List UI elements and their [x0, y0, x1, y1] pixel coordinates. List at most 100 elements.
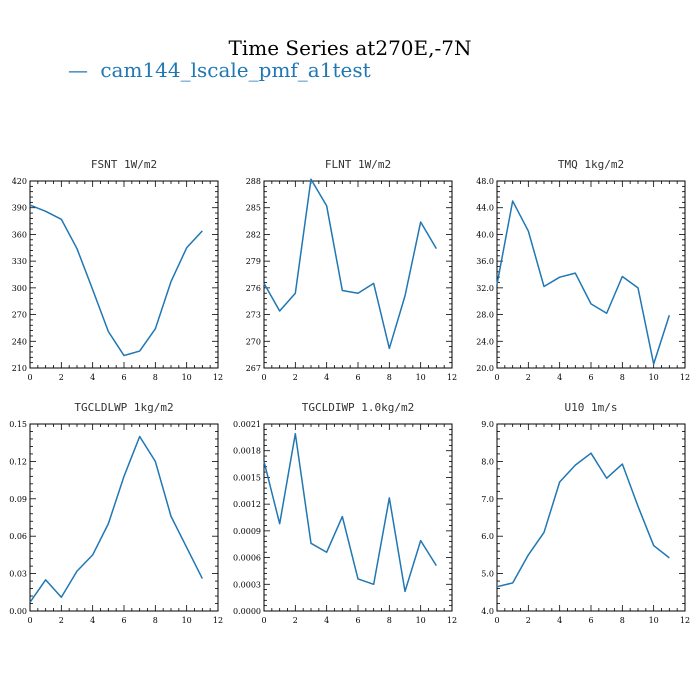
x-tick-label: 0 — [27, 373, 32, 382]
figure-title: Time Series at270E,-7N — [229, 36, 472, 60]
legend-label: cam144_lscale_pmf_a1test — [100, 58, 370, 82]
y-tick-label: 32.0 — [476, 284, 494, 293]
y-tick-label: 5.0 — [481, 570, 494, 579]
y-tick-label: 288 — [246, 177, 261, 186]
x-tick-label: 2 — [526, 373, 531, 382]
legend-entry: — cam144_lscale_pmf_a1test — [68, 58, 371, 82]
chart-panel: U10 1m/s 0 2 4 6 8 10 12 4.0 5.0 6.0 7.0 8.0 9.0 — [481, 401, 690, 625]
y-tick-label: 420 — [12, 177, 27, 186]
y-tick-label: 0.0012 — [233, 500, 261, 509]
x-tick-label: 2 — [59, 616, 64, 625]
y-tick-label: 360 — [12, 230, 27, 239]
y-tick-label: 276 — [246, 284, 261, 293]
panel-title: TGCLDLWP 1kg/m2 — [74, 401, 173, 414]
x-tick-label: 0 — [494, 373, 499, 382]
x-tick-label: 8 — [153, 616, 158, 625]
y-tick-label: 28.0 — [476, 311, 494, 320]
series-line — [496, 452, 670, 588]
y-tick-label: 282 — [246, 230, 261, 239]
x-tick-label: 10 — [182, 373, 192, 382]
y-tick-label: 300 — [12, 284, 27, 293]
series-line — [496, 200, 671, 365]
y-tick-label: 270 — [246, 337, 261, 346]
x-tick-label: 6 — [588, 616, 593, 625]
y-tick-label: 0.09 — [9, 495, 27, 504]
x-tick-label: 4 — [90, 373, 95, 382]
panel-grid: FSNT 1W/m20 2 4 6 8 10 12210240270300330360390… — [9, 158, 690, 625]
y-tick-label: 0.12 — [9, 457, 27, 466]
x-tick-label: 10 — [649, 373, 659, 382]
y-tick-label: 267 — [246, 364, 261, 373]
x-tick-label: 2 — [526, 616, 531, 625]
series-line — [29, 204, 203, 357]
y-tick-label: 240 — [12, 337, 27, 346]
y-tick-label: 0.0009 — [233, 527, 261, 536]
x-tick-label: 10 — [416, 616, 426, 625]
x-tick-label: 12 — [447, 373, 457, 382]
x-tick-label: 2 — [293, 616, 298, 625]
x-tick-label: 0 — [261, 616, 266, 625]
chart-panel: TGCLDIWP 1.0kg/m2 0 2 4 6 8 10 12 0.0000 0.0003 0.… — [233, 401, 457, 625]
y-tick-label: 36.0 — [476, 257, 494, 266]
x-tick-label: 12 — [213, 616, 223, 625]
x-tick-label: 6 — [588, 373, 593, 382]
x-tick-label: 12 — [680, 616, 690, 625]
y-tick-label: 0.0018 — [233, 447, 261, 456]
y-tick-label: 0.0006 — [233, 554, 261, 563]
x-tick-label: 8 — [387, 373, 392, 382]
x-tick-label: 4 — [324, 373, 329, 382]
x-tick-label: 12 — [213, 373, 223, 382]
y-tick-label: 390 — [12, 204, 27, 213]
y-tick-label: 4.0 — [481, 607, 494, 616]
x-tick-label: 2 — [59, 373, 64, 382]
y-tick-label: 7.0 — [481, 495, 494, 504]
y-tick-label: 48.0 — [476, 177, 494, 186]
series-line — [29, 435, 204, 603]
x-tick-label: 6 — [355, 373, 360, 382]
legend-line-symbol: — — [68, 58, 88, 82]
x-tick-label: 6 — [121, 373, 126, 382]
y-tick-label: 44.0 — [476, 204, 494, 213]
x-tick-label: 4 — [557, 373, 562, 382]
chart-panel: FLNT 1W/m2 0 2 4 6 8 10 12 267 270 273 276 279 282 285… — [246, 158, 457, 382]
y-tick-label: 0.03 — [9, 570, 27, 579]
y-tick-label: 0.0003 — [233, 580, 261, 589]
x-tick-label: 6 — [355, 616, 360, 625]
x-tick-label: 4 — [557, 616, 562, 625]
chart-panel: TGCLDLWP 1kg/m2 0 2 4 6 8 10 12 0.00 0.03 0.06 0.09… — [9, 401, 223, 625]
x-tick-label: 8 — [387, 616, 392, 625]
chart-panel: FSNT 1W/m2 0 2 4 6 8 10 12 210 240 270 300 330 360 390… — [12, 158, 223, 382]
panel-title: FSNT 1W/m2 — [91, 158, 157, 171]
y-tick-label: 273 — [246, 311, 261, 320]
x-tick-label: 0 — [494, 616, 499, 625]
y-tick-label: 0.15 — [9, 420, 27, 429]
x-tick-label: 4 — [324, 616, 329, 625]
y-tick-label: 8.0 — [481, 457, 494, 466]
chart-panel: TMQ 1kg/m2 0 2 4 6 8 10 12 20.0 24.0 28.0 32.0 36.0 4… — [476, 158, 690, 382]
panel-title: U10 1m/s — [565, 401, 618, 414]
series-line — [263, 433, 437, 593]
x-tick-label: 6 — [121, 616, 126, 625]
y-tick-label: 0.0021 — [233, 420, 261, 429]
panel-title: TGCLDIWP 1.0kg/m2 — [302, 401, 415, 414]
y-tick-label: 0.0000 — [233, 607, 261, 616]
series-line — [263, 178, 437, 350]
x-tick-label: 4 — [90, 616, 95, 625]
y-tick-label: 9.0 — [481, 420, 494, 429]
x-tick-label: 8 — [620, 373, 625, 382]
y-tick-label: 279 — [246, 257, 261, 266]
y-tick-label: 285 — [246, 204, 261, 213]
panel-title: TMQ 1kg/m2 — [558, 158, 624, 171]
x-tick-label: 12 — [447, 616, 457, 625]
x-tick-label: 10 — [649, 616, 659, 625]
x-tick-label: 8 — [153, 373, 158, 382]
y-tick-label: 0.0015 — [233, 473, 261, 482]
y-tick-label: 330 — [12, 257, 27, 266]
x-tick-label: 0 — [27, 616, 32, 625]
y-tick-label: 6.0 — [481, 532, 494, 541]
y-tick-label: 40.0 — [476, 230, 494, 239]
x-tick-label: 10 — [182, 616, 192, 625]
y-tick-label: 0.00 — [9, 607, 27, 616]
